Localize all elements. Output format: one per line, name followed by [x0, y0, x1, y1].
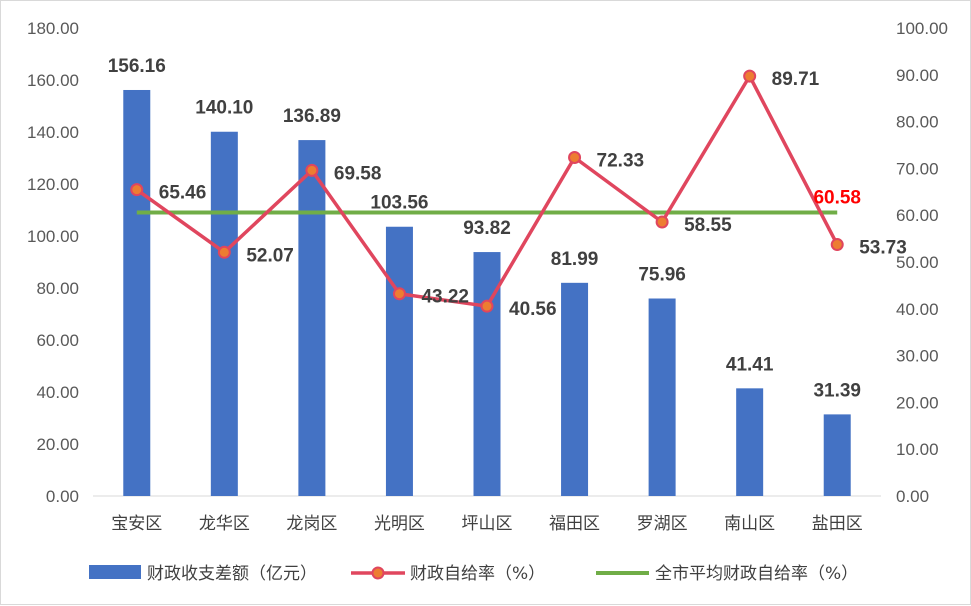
bar-data-label: 75.96: [638, 265, 686, 286]
bar: [823, 414, 851, 496]
y-right-tick-label: 0.00: [896, 487, 929, 506]
bar-data-label: 81.99: [551, 249, 599, 270]
x-tick-label: 宝安区: [111, 514, 162, 534]
y-left-tick-label: 60.00: [36, 331, 79, 350]
y-right-tick-label: 30.00: [896, 347, 939, 366]
bar: [210, 131, 238, 497]
y-left-tick-label: 40.00: [36, 383, 79, 402]
rate-data-label: 43.22: [421, 287, 469, 308]
bar-data-label: 103.56: [370, 193, 428, 214]
y-right-tick-label: 70.00: [896, 159, 939, 178]
rate-marker: [392, 287, 406, 301]
legend-label-rate: 财政自给率（%）: [410, 564, 545, 584]
x-tick-label: 龙岗区: [286, 514, 337, 534]
rate-data-label: 72.33: [597, 150, 645, 171]
legend-label-average: 全市平均财政自给率（%）: [655, 564, 858, 584]
bar-data-label: 41.41: [726, 354, 774, 375]
bar-data-label: 136.89: [283, 106, 341, 127]
x-tick-label: 南山区: [724, 514, 775, 534]
rate-data-label: 53.73: [859, 238, 907, 259]
y-left-tick-label: 140.00: [27, 123, 79, 142]
y-right-tick-label: 10.00: [896, 440, 939, 459]
rate-marker: [130, 183, 144, 197]
bar: [385, 226, 413, 496]
y-right-tick-label: 20.00: [896, 393, 939, 412]
x-tick-label: 光明区: [374, 514, 425, 534]
average-data-label: 60.58: [813, 187, 861, 208]
bar: [123, 89, 151, 496]
rate-marker: [305, 163, 319, 177]
x-tick-label: 龙华区: [199, 514, 250, 534]
y-left-tick-label: 120.00: [27, 175, 79, 194]
bar: [648, 298, 676, 496]
rate-data-label: 40.56: [509, 299, 557, 320]
y-right-tick-label: 90.00: [896, 66, 939, 85]
rate-marker: [568, 150, 582, 164]
rate-data-label: 69.58: [334, 163, 382, 184]
y-left-tick-label: 160.00: [27, 71, 79, 90]
y-right-tick-label: 40.00: [896, 300, 939, 319]
rate-data-label: 65.46: [159, 183, 207, 204]
legend-marker-rate: [371, 566, 385, 580]
y-left-tick-label: 0.00: [46, 487, 79, 506]
rate-marker: [743, 69, 757, 83]
y-left-tick-label: 80.00: [36, 279, 79, 298]
x-tick-label: 盐田区: [812, 514, 863, 534]
y-left-tick-label: 180.00: [27, 19, 79, 38]
bar: [736, 388, 764, 496]
bar: [561, 282, 589, 496]
y-right-tick-label: 100.00: [896, 19, 948, 38]
y-right-tick-label: 60.00: [896, 206, 939, 225]
bar-data-label: 93.82: [463, 218, 511, 239]
rate-marker: [480, 299, 494, 313]
bar-data-label: 140.10: [195, 98, 253, 119]
legend-swatch-bar: [89, 565, 141, 579]
y-right-tick-label: 50.00: [896, 253, 939, 272]
bar-data-label: 156.16: [108, 56, 166, 77]
rate-marker: [830, 238, 844, 252]
x-tick-label: 坪山区: [462, 514, 513, 534]
rate-marker: [655, 215, 669, 229]
y-left-tick-label: 100.00: [27, 227, 79, 246]
rate-data-label: 89.71: [772, 69, 820, 90]
x-tick-label: 罗湖区: [637, 514, 688, 534]
y-left-tick-label: 20.00: [36, 435, 79, 454]
y-right-tick-label: 80.00: [896, 113, 939, 132]
x-tick-label: 福田区: [549, 514, 600, 534]
rate-data-label: 52.07: [246, 245, 294, 266]
legend-label-bar: 财政收支差额（亿元）: [147, 564, 317, 584]
bar: [298, 140, 326, 496]
bar-data-label: 31.39: [813, 380, 861, 401]
rate-data-label: 58.55: [684, 215, 732, 236]
rate-marker: [217, 245, 231, 259]
